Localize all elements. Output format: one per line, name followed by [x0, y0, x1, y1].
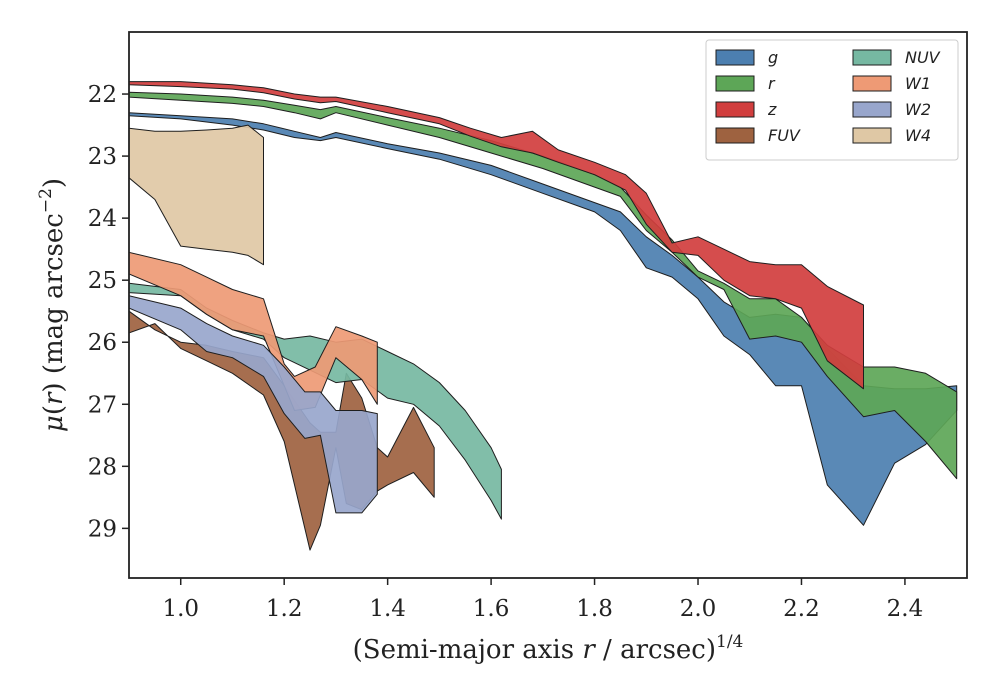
legend-box: [705, 39, 959, 161]
y-tick-label: 25: [88, 268, 117, 294]
y-tick-label: 23: [88, 144, 117, 170]
legend-swatch-NUV: [852, 49, 892, 66]
legend-swatch-W4: [852, 127, 892, 144]
x-tick-label: 1.4: [369, 596, 406, 622]
x-tick-label: 1.0: [162, 596, 199, 622]
band-NUV: [129, 282, 502, 520]
legend-swatch-z: [715, 101, 755, 118]
y-axis: 22 23 24 25 26 27 28 29: [88, 82, 129, 542]
legend-label-W4: W4: [905, 126, 931, 145]
legend-swatch-W1: [852, 75, 892, 92]
y-tick-label: 28: [88, 454, 117, 480]
band-r: [129, 91, 958, 480]
y-tick-label: 29: [88, 516, 117, 542]
x-axis: 1.0 1.2 1.4 1.6 1.8 2.0 2.2 2.4: [162, 578, 923, 622]
y-axis-label: μ(r) (mag arcsec−2): [36, 178, 69, 432]
x-tick-label: 2.2: [783, 596, 820, 622]
legend-swatch-W2: [852, 101, 892, 118]
legend-label-NUV: NUV: [905, 48, 941, 67]
x-tick-label: 1.2: [266, 596, 303, 622]
x-tick-label: 2.0: [680, 596, 717, 622]
y-tick-label: 26: [88, 330, 117, 356]
legend-label-z: z: [767, 100, 777, 119]
y-tick-label: 22: [88, 82, 117, 108]
x-tick-label: 1.8: [576, 596, 613, 622]
band-W4: [129, 124, 264, 266]
legend-label-W1: W1: [905, 74, 931, 93]
legend-swatch-FUV: [715, 127, 755, 144]
y-tick-label: 24: [88, 206, 117, 232]
band-layer: [129, 81, 958, 551]
legend-label-g: g: [768, 48, 778, 67]
x-axis-label: (Semi-major axis r / arcsec)1/4: [353, 632, 744, 665]
legend-swatch-g: [715, 49, 755, 66]
band-z: [129, 81, 864, 390]
band-W2: [129, 295, 378, 514]
legend-label-r: r: [768, 74, 776, 93]
x-tick-label: 2.4: [887, 596, 924, 622]
legend-swatch-r: [715, 75, 755, 92]
legend: grz FUV NUV W1 W2 W4: [705, 39, 959, 161]
x-tick-label: 1.6: [473, 596, 510, 622]
legend-label-W2: W2: [905, 100, 931, 119]
legend-label-FUV: FUV: [768, 126, 801, 145]
band-W1: [129, 251, 378, 411]
plot-frame: [128, 31, 968, 579]
y-tick-label: 27: [88, 392, 117, 418]
